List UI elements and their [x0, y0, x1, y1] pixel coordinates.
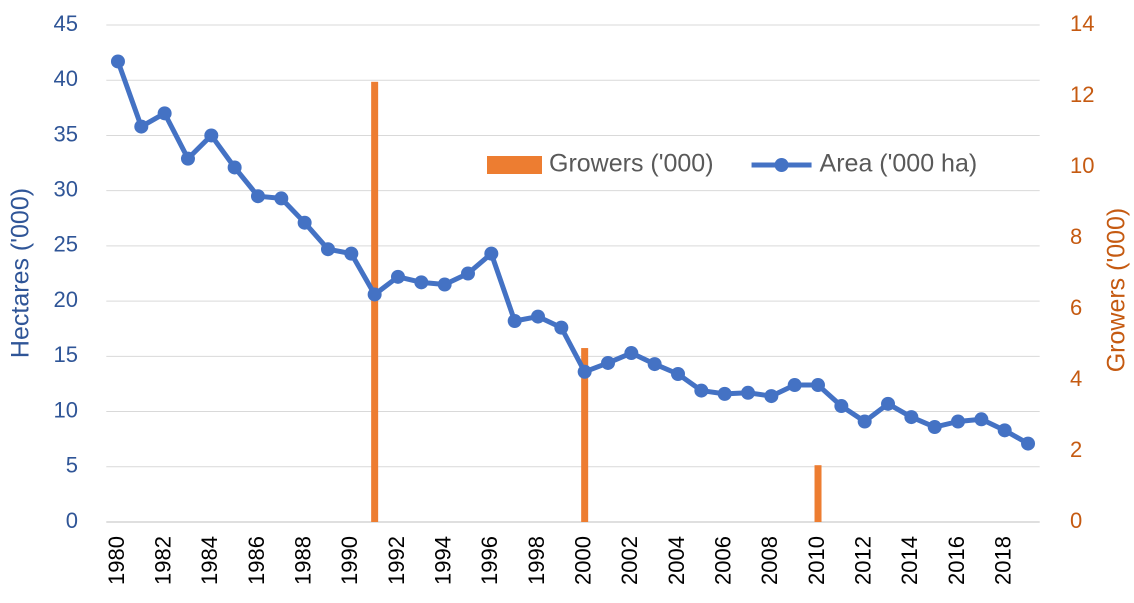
bar — [371, 81, 379, 523]
point — [577, 364, 592, 379]
x-tick-label: 1992 — [384, 536, 409, 585]
x-tick-label: 1998 — [524, 536, 549, 585]
y-tick-label: 40 — [54, 66, 78, 91]
x-tick-label: 1980 — [104, 536, 129, 585]
point — [671, 367, 686, 382]
point — [110, 54, 125, 69]
x-tick-label: 2000 — [570, 536, 595, 585]
legend-swatch — [774, 158, 789, 172]
point — [997, 423, 1012, 438]
x-tick-label: 2012 — [851, 536, 876, 585]
y2-tick-label: 6 — [1070, 295, 1082, 320]
point — [274, 191, 289, 206]
bar — [581, 348, 589, 522]
point — [554, 320, 569, 335]
x-tick-label: 1994 — [430, 536, 455, 585]
y2-tick-label: 10 — [1070, 153, 1094, 178]
x-tick-label: 2004 — [664, 536, 689, 585]
y-tick-label: 45 — [54, 11, 78, 36]
point — [437, 277, 452, 292]
point — [157, 106, 172, 121]
point — [811, 378, 826, 393]
x-tick-label: 2006 — [710, 536, 735, 585]
point — [834, 399, 849, 414]
point — [741, 385, 756, 400]
y2-tick-label: 8 — [1070, 224, 1082, 249]
point — [484, 246, 499, 261]
y-tick-label: 0 — [66, 508, 78, 533]
legend-swatch — [487, 156, 542, 174]
point — [530, 309, 545, 324]
y2-tick-label: 2 — [1070, 437, 1082, 462]
x-tick-label: 2008 — [757, 536, 782, 585]
point — [297, 215, 312, 230]
y2-axis-title: Growers ('000) — [1103, 208, 1131, 373]
point — [717, 386, 732, 401]
point — [1021, 436, 1036, 451]
x-tick-label: 2010 — [804, 536, 829, 585]
y2-tick-label: 14 — [1070, 11, 1094, 36]
point — [927, 420, 942, 435]
y-tick-label: 35 — [54, 121, 78, 146]
point — [624, 346, 639, 361]
point — [344, 246, 359, 261]
x-tick-label: 2002 — [617, 536, 642, 585]
y2-tick-label: 12 — [1070, 82, 1094, 107]
point — [904, 410, 919, 425]
point — [507, 313, 522, 328]
point — [367, 287, 382, 302]
x-tick-label: 1990 — [337, 536, 362, 585]
point — [460, 266, 475, 281]
bar — [814, 465, 822, 522]
point — [227, 160, 242, 175]
x-tick-label: 2016 — [944, 536, 969, 585]
x-tick-label: 1986 — [244, 536, 269, 585]
x-tick-label: 2018 — [991, 536, 1016, 585]
point — [320, 242, 335, 257]
point — [601, 355, 616, 370]
point — [694, 383, 709, 398]
point — [390, 269, 405, 284]
x-tick-label: 1988 — [290, 536, 315, 585]
point — [764, 389, 779, 404]
point — [414, 275, 429, 290]
line — [115, 60, 1030, 446]
y-tick-label: 15 — [54, 342, 78, 367]
point — [250, 189, 265, 204]
point — [647, 357, 662, 372]
y-tick-label: 5 — [66, 453, 78, 478]
point — [134, 119, 149, 134]
y-axis-title: Hectares ('000) — [7, 188, 35, 358]
x-tick-label: 2014 — [897, 536, 922, 585]
y-tick-label: 20 — [54, 287, 78, 312]
legend-label: Area ('000 ha) — [820, 150, 978, 178]
x-tick-label: 1996 — [477, 536, 502, 585]
y-tick-label: 10 — [54, 397, 78, 422]
x-tick-label: 1984 — [197, 536, 222, 585]
y2-tick-label: 4 — [1070, 366, 1082, 391]
point — [857, 414, 872, 429]
point — [951, 414, 966, 429]
point — [204, 128, 219, 143]
x-tick-label: 1982 — [150, 536, 175, 585]
point — [974, 412, 989, 427]
y2-tick-label: 0 — [1070, 508, 1082, 533]
legend-label: Growers ('000) — [549, 150, 714, 178]
y-tick-label: 30 — [54, 176, 78, 201]
point — [787, 378, 802, 393]
point — [881, 396, 896, 411]
y-tick-label: 25 — [54, 232, 78, 257]
point — [180, 151, 195, 166]
